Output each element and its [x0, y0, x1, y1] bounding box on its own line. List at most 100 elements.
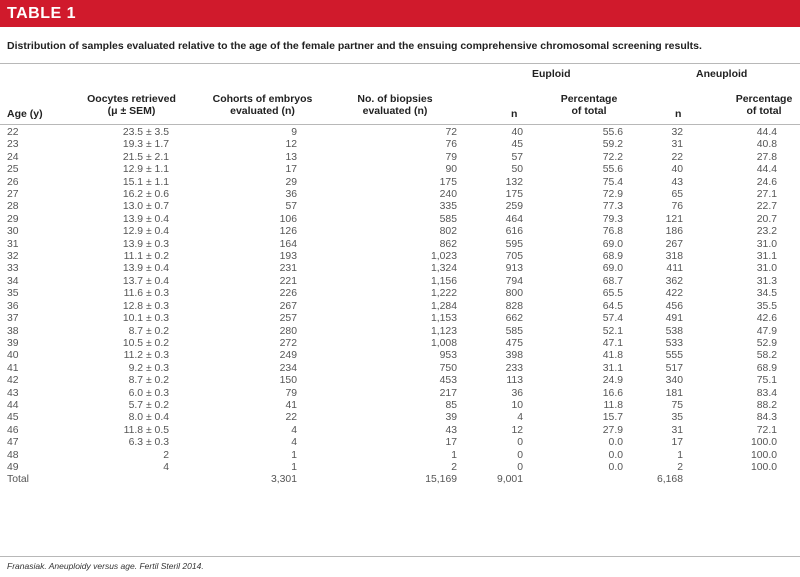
- cell-euploid-pct: 79.3: [602, 213, 623, 225]
- cell-age: 46: [7, 424, 19, 436]
- header-euploid-pct-line1: Percentage: [560, 93, 618, 105]
- table-row: 24 21.5 ± 2.1 13 79 57 72.2 22 27.8: [0, 152, 800, 164]
- cell-biopsies: 1,156: [430, 275, 457, 287]
- table-row: 43 6.0 ± 0.3 79 217 36 16.6 181 83.4: [0, 388, 800, 400]
- header-aneuploid-pct-line2: of total: [746, 105, 782, 117]
- header-oocytes: Oocytes retrieved (μ ± SEM): [74, 93, 189, 117]
- cell-oocytes: 21.5 ± 2.1: [122, 151, 169, 163]
- cell-biopsies: 240: [439, 189, 457, 201]
- cell-biopsies: 1: [451, 449, 457, 461]
- data-table: 22 23.5 ± 3.5 9 72 40 55.6 32 44.4 23 19.3 ± 1.7 1…: [0, 127, 800, 487]
- cell-euploid-n: 0: [517, 437, 523, 449]
- cell-cohorts: 126: [279, 226, 297, 238]
- cell-oocytes: 2: [163, 449, 169, 461]
- table-row: 38 8.7 ± 0.2 280 1,123 585 52.1 538 47.9: [0, 326, 800, 338]
- cell-cohorts: 29: [285, 176, 297, 188]
- cell-aneuploid-n: 422: [665, 288, 683, 300]
- cell-biopsies: 1,023: [430, 251, 457, 263]
- cell-euploid-n: 800: [505, 288, 523, 300]
- cell-aneuploid-n: 411: [666, 263, 683, 275]
- cell-biopsies: 802: [439, 226, 457, 238]
- cell-aneuploid-pct: 84.3: [756, 412, 777, 424]
- cell-aneuploid-n: 186: [665, 226, 683, 238]
- cell-euploid-pct: 11.8: [603, 399, 623, 411]
- cell-biopsies: 76: [445, 139, 457, 151]
- cell-cohorts: 22: [285, 412, 297, 424]
- aneuploid-group-header: Aneuploid: [696, 68, 748, 80]
- cell-biopsies: 39: [445, 412, 457, 424]
- cell-euploid-pct: 16.6: [602, 387, 623, 399]
- cell-aneuploid-pct: 88.2: [756, 399, 777, 411]
- cell-biopsies: 2: [451, 461, 457, 473]
- cell-cohorts: 272: [279, 337, 297, 349]
- cell-aneuploid-pct: 35.5: [756, 300, 777, 312]
- cell-euploid-n: 616: [505, 226, 523, 238]
- header-cohorts: Cohorts of embryos evaluated (n): [205, 93, 320, 117]
- cell-euploid-n: 175: [505, 189, 523, 201]
- cell-oocytes: 8.7 ± 0.2: [128, 375, 169, 387]
- cell-euploid-pct: 76.8: [602, 226, 623, 238]
- header-cohorts-line2: evaluated (n): [230, 105, 295, 117]
- table-title: TABLE 1: [7, 5, 76, 22]
- cell-aneuploid-pct: 44.4: [756, 164, 777, 176]
- cell-cohorts: 57: [285, 201, 297, 213]
- cell-age: 29: [7, 213, 19, 225]
- cell-aneuploid-pct: [683, 474, 800, 486]
- header-aneuploid-n: n: [675, 108, 682, 120]
- table-row: 42 8.7 ± 0.2 150 453 113 24.9 340 75.1: [0, 375, 800, 387]
- cell-euploid-pct: 69.0: [602, 238, 623, 250]
- cell-biopsies: 335: [439, 201, 457, 213]
- cell-euploid-n: 464: [505, 213, 523, 225]
- header-bottom-rule: [0, 124, 800, 125]
- cell-biopsies: 90: [445, 164, 457, 176]
- cell-biopsies: 1,123: [430, 325, 457, 337]
- cell-aneuploid-pct: 52.9: [756, 337, 777, 349]
- header-aneuploid-pct-line1: Percentage: [735, 93, 793, 105]
- table-row: 48 2 1 1 0 0.0 1 100.0: [0, 450, 800, 462]
- cell-euploid-pct: 41.8: [602, 350, 623, 362]
- table-row: 34 13.7 ± 0.4 221 1,156 794 68.7 362 31.3: [0, 276, 800, 288]
- cell-oocytes: 13.7 ± 0.4: [122, 275, 169, 287]
- cell-aneuploid-n: 40: [671, 164, 683, 176]
- cell-biopsies: 1,153: [430, 313, 457, 325]
- cell-age: 24: [7, 151, 19, 163]
- table-row: 44 5.7 ± 0.2 41 85 10 11.8 75 88.2: [0, 400, 800, 412]
- cell-euploid-n: 50: [511, 164, 523, 176]
- cell-biopsies: 1,222: [430, 288, 457, 300]
- cell-cohorts: 193: [279, 251, 297, 263]
- cell-euploid-n: 45: [511, 139, 523, 151]
- table-row: 29 13.9 ± 0.4 106 585 464 79.3 121 20.7: [0, 214, 800, 226]
- cell-euploid-n: 705: [505, 251, 523, 263]
- cell-age: 23: [7, 139, 19, 151]
- cell-cohorts: 17: [285, 164, 297, 176]
- cell-euploid-pct: 15.7: [602, 412, 623, 424]
- cell-aneuploid-n: 538: [665, 325, 683, 337]
- cell-aneuploid-pct: 44.4: [756, 127, 777, 138]
- cell-aneuploid-n: 340: [665, 375, 683, 387]
- header-aneuploid-pct: Percentage of total: [719, 93, 800, 117]
- cell-oocytes: 9.2 ± 0.3: [128, 362, 169, 374]
- cell-biopsies: 1,324: [430, 263, 457, 275]
- table-row: 49 4 1 2 0 0.0 2 100.0: [0, 462, 800, 474]
- cell-aneuploid-pct: 72.1: [756, 424, 777, 436]
- cell-aneuploid-pct: 27.8: [756, 151, 777, 163]
- cell-aneuploid-pct: 23.2: [756, 226, 777, 238]
- cell-euploid-pct: 0.0: [608, 461, 623, 473]
- table-row: 40 11.2 ± 0.3 249 953 398 41.8 555 58.2: [0, 350, 800, 362]
- table-row: 41 9.2 ± 0.3 234 750 233 31.1 517 68.9: [0, 363, 800, 375]
- header-euploid-pct-line2: of total: [571, 105, 607, 117]
- cell-oocytes: [67, 474, 169, 486]
- header-biopsies-line2: evaluated (n): [362, 105, 428, 117]
- cell-aneuploid-pct: 20.7: [756, 213, 777, 225]
- cell-aneuploid-n: 65: [671, 189, 683, 201]
- cell-euploid-pct: 65.5: [602, 288, 623, 300]
- total-row: Total 3,301 15,169 9,001 6,168: [0, 474, 800, 486]
- cell-cohorts: 9: [291, 127, 297, 138]
- table-row: 32 11.1 ± 0.2 193 1,023 705 68.9 318 31.1: [0, 251, 800, 263]
- cell-euploid-pct: 24.9: [602, 375, 623, 387]
- cell-aneuploid-n: 456: [665, 300, 683, 312]
- cell-euploid-pct: 27.9: [602, 424, 623, 436]
- cell-oocytes: 13.9 ± 0.3: [122, 238, 169, 250]
- cell-age: 40: [7, 350, 19, 362]
- cell-aneuploid-n: 2: [677, 461, 683, 473]
